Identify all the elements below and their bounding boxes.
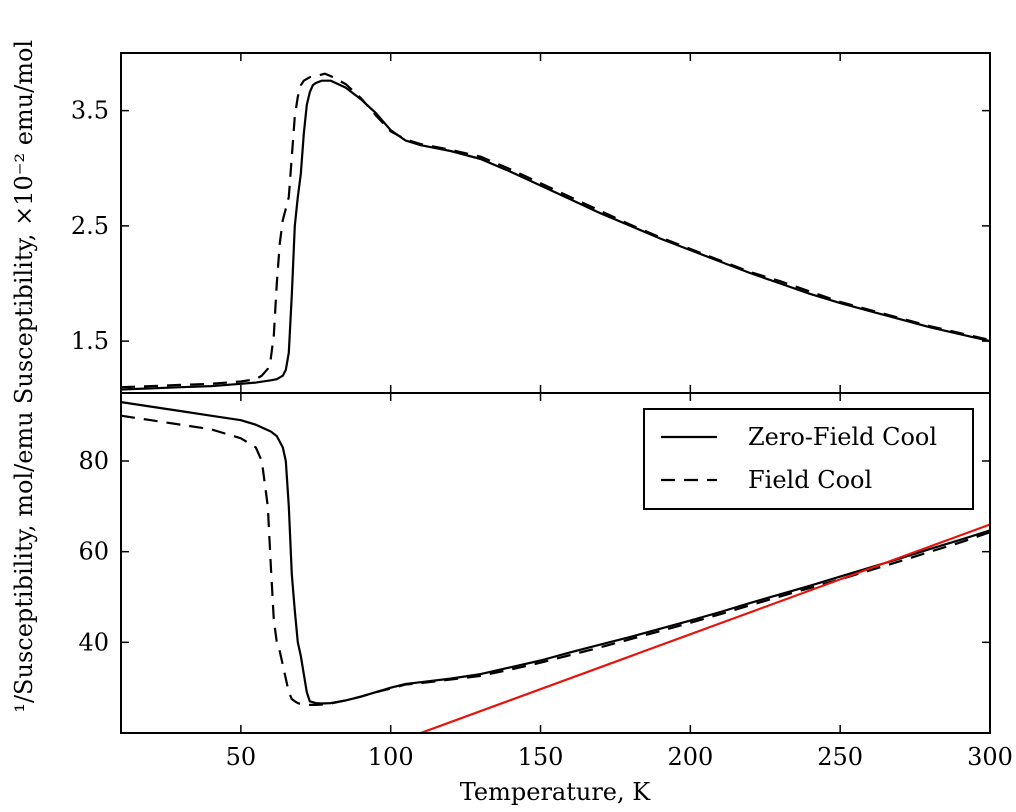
bottom-y-tick-label: 60 (78, 538, 109, 566)
top-y-tick-label: 1.5 (71, 327, 109, 355)
top-series-field-cool-line (121, 72, 990, 389)
x-axis-label: Temperature, K (460, 778, 651, 806)
top-y-tick-label: 3.5 (71, 97, 109, 125)
ticks: 1.5 2.5 3.5 50 100 150 200 250 300 40 60 80 (71, 53, 1013, 771)
top-series-zero-field-cool-line (121, 79, 990, 391)
x-tick-label: 100 (368, 743, 414, 771)
bottom-plot-frame (120, 392, 991, 734)
x-tick-label: 300 (967, 743, 1013, 771)
legend-label-field-cool: Field Cool (748, 466, 872, 494)
top-y-axis-label: Susceptibility, ×10⁻² emu/mol (10, 40, 38, 404)
x-tick-label: 50 (226, 743, 257, 771)
top-plot-frame (120, 52, 991, 394)
bottom-y-tick-label: 40 (78, 628, 109, 656)
legend: Zero-Field Cool Field Cool (643, 408, 974, 510)
bottom-series-field-cool-line (121, 414, 990, 707)
top-panel-series (121, 72, 990, 391)
bottom-y-tick-label: 80 (78, 447, 109, 475)
x-tick-label: 200 (667, 743, 713, 771)
bottom-panel-series (121, 401, 990, 733)
legend-label-zero-field-cool: Zero-Field Cool (748, 423, 937, 451)
x-tick-label: 250 (817, 743, 863, 771)
x-tick-label: 150 (518, 743, 564, 771)
legend-box (643, 408, 974, 510)
bottom-y-axis-label: ¹/Susceptibility, mol/emu (10, 411, 38, 712)
bottom-series-fit-line (420, 523, 990, 733)
top-y-tick-label: 2.5 (71, 212, 109, 240)
